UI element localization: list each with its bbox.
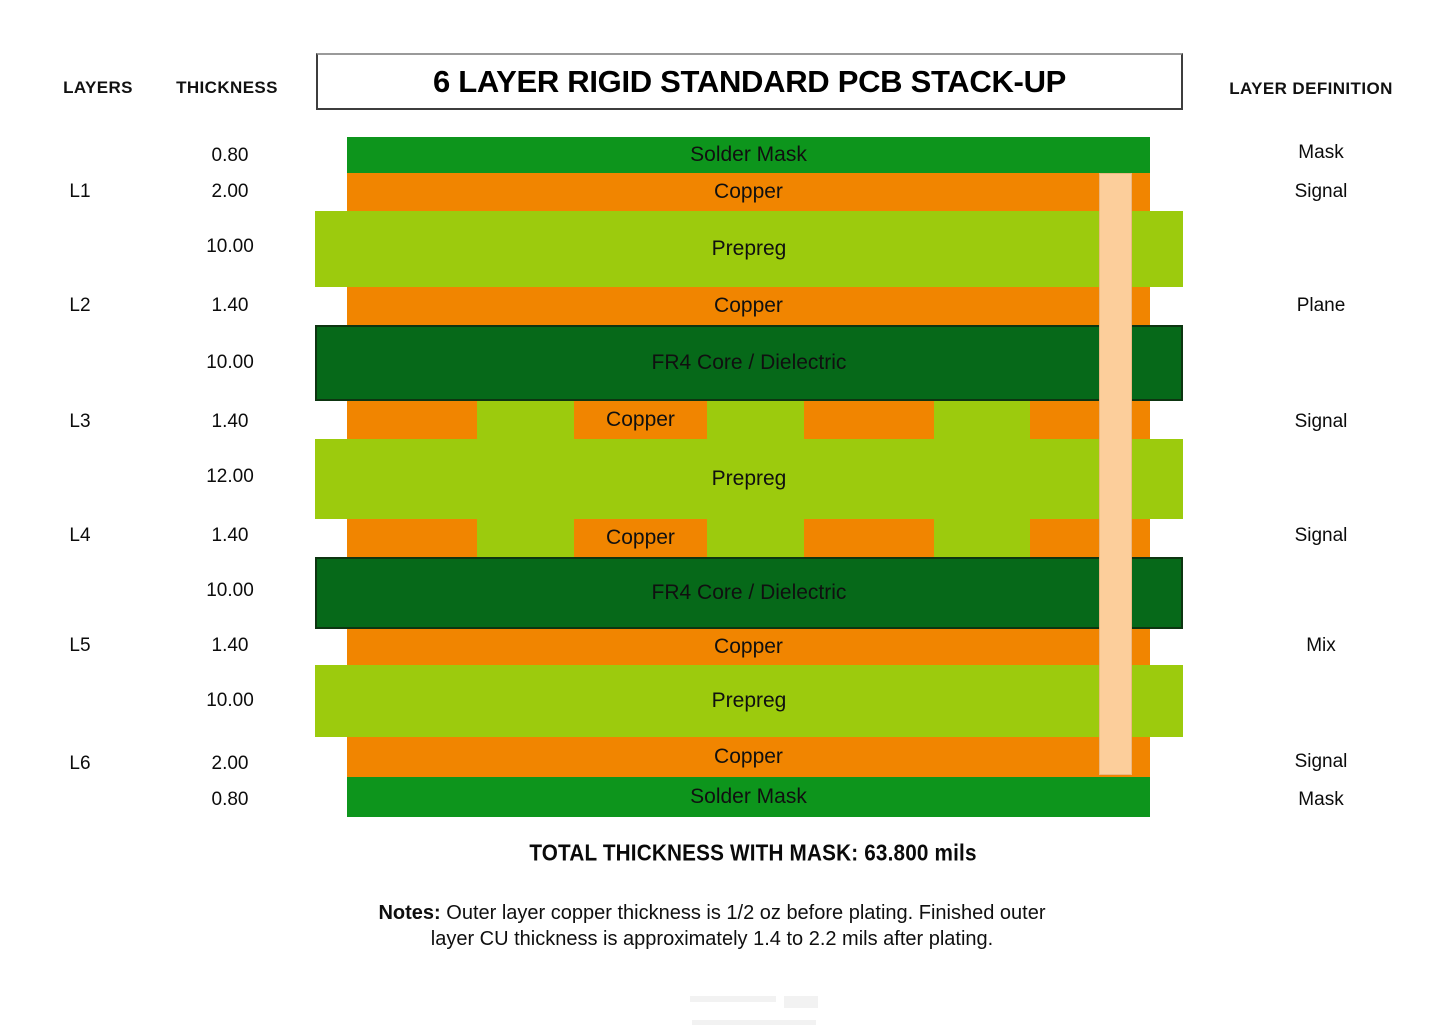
layers-column-header: LAYERS: [63, 78, 133, 97]
band-label-wrap: Copper: [574, 519, 707, 557]
band-label: Solder Mask: [690, 143, 807, 166]
definition-l4: Signal: [1294, 525, 1348, 546]
notes-line-1: Outer layer copper thickness is 1/2 oz b…: [446, 902, 1046, 924]
band-label-wrap: Copper: [574, 401, 707, 439]
band-label: Copper: [714, 294, 783, 317]
layer-number-l2: L2: [69, 295, 91, 316]
layer-band-prepreg-3: Prepreg: [315, 665, 1183, 737]
layer-number-l1: L1: [69, 181, 91, 202]
thickness-value: 0.80: [211, 789, 249, 810]
layer-band-copper-l3-segmented: Copper: [347, 401, 1150, 439]
thickness-value: 2.00: [211, 753, 249, 774]
title-box: 6 LAYER RIGID STANDARD PCB STACK-UP: [316, 53, 1183, 110]
layer-number-l5: L5: [69, 635, 91, 656]
thickness-value: 10.00: [206, 352, 254, 373]
band-label: FR4 Core / Dielectric: [651, 351, 847, 374]
layer-band-prepreg-2: Prepreg: [315, 439, 1183, 519]
copper-trace-segment: [1030, 519, 1150, 557]
thickness-value: 1.40: [211, 295, 249, 316]
definition-l6: Signal: [1294, 751, 1348, 772]
thickness-value: 1.40: [211, 411, 249, 432]
band-label: Copper: [606, 526, 675, 549]
layer-band-solder-mask-top: Solder Mask: [347, 137, 1150, 173]
layer-band-prepreg-1: Prepreg: [315, 211, 1183, 287]
layer-band-fr4-core-1: FR4 Core / Dielectric: [315, 325, 1183, 401]
copper-trace-segment: [574, 401, 707, 439]
copper-trace-segment: [804, 519, 934, 557]
thickness-value: 1.40: [211, 635, 249, 656]
page-title: 6 LAYER RIGID STANDARD PCB STACK-UP: [432, 63, 1067, 99]
band-label: FR4 Core / Dielectric: [651, 581, 847, 604]
thickness-value: 0.80: [211, 145, 249, 166]
notes-block: Notes: Outer layer copper thickness is 1…: [322, 900, 1102, 952]
layer-band-solder-mask-bottom: Solder Mask: [347, 777, 1150, 817]
plated-via-barrel: [1099, 173, 1132, 775]
definition-l2: Plane: [1296, 295, 1346, 316]
band-label: Copper: [606, 408, 675, 431]
layer-band-copper-l1: Copper: [347, 173, 1150, 211]
band-label: Copper: [714, 180, 783, 203]
notes-line-2: layer CU thickness is approximately 1.4 …: [430, 928, 994, 950]
definition-l3: Signal: [1294, 411, 1348, 432]
layer-band-copper-l5: Copper: [347, 629, 1150, 665]
band-label: Solder Mask: [690, 785, 807, 808]
layer-band-copper-l6: Copper: [347, 737, 1150, 777]
notes-label: Notes:: [378, 902, 441, 924]
layer-band-fr4-core-2: FR4 Core / Dielectric: [315, 557, 1183, 629]
definition-l1: Signal: [1294, 181, 1348, 202]
thickness-value: 1.40: [211, 525, 249, 546]
definition-l5: Mix: [1306, 635, 1336, 656]
band-label: Copper: [714, 745, 783, 768]
layer-band-copper-l4-segmented: Copper: [347, 519, 1150, 557]
thickness-value: 2.00: [211, 181, 249, 202]
band-label: Prepreg: [711, 689, 787, 712]
total-thickness-text: TOTAL THICKNESS WITH MASK: 63.800 mils: [529, 839, 977, 866]
band-label: Copper: [714, 635, 783, 658]
definition-mask-top: Mask: [1298, 142, 1344, 163]
thickness-value: 10.00: [206, 580, 254, 601]
copper-trace-segment: [347, 519, 477, 557]
layer-number-l3: L3: [69, 411, 91, 432]
definition-mask-bottom: Mask: [1298, 789, 1344, 810]
layer-number-l4: L4: [69, 525, 91, 546]
watermark: [690, 996, 818, 1028]
copper-trace-segment: [574, 519, 707, 557]
thickness-column-header: THICKNESS: [176, 78, 278, 97]
thickness-value: 10.00: [206, 690, 254, 711]
layer-definition-column-header: LAYER DEFINITION: [1229, 79, 1393, 98]
thickness-value: 10.00: [206, 236, 254, 257]
band-label: Prepreg: [711, 237, 787, 260]
band-label: Prepreg: [711, 467, 787, 490]
layer-number-l6: L6: [69, 753, 91, 774]
copper-trace-segment: [347, 401, 477, 439]
thickness-value: 12.00: [206, 466, 254, 487]
copper-trace-segment: [1030, 401, 1150, 439]
copper-trace-segment: [804, 401, 934, 439]
layer-band-copper-l2: Copper: [347, 287, 1150, 325]
